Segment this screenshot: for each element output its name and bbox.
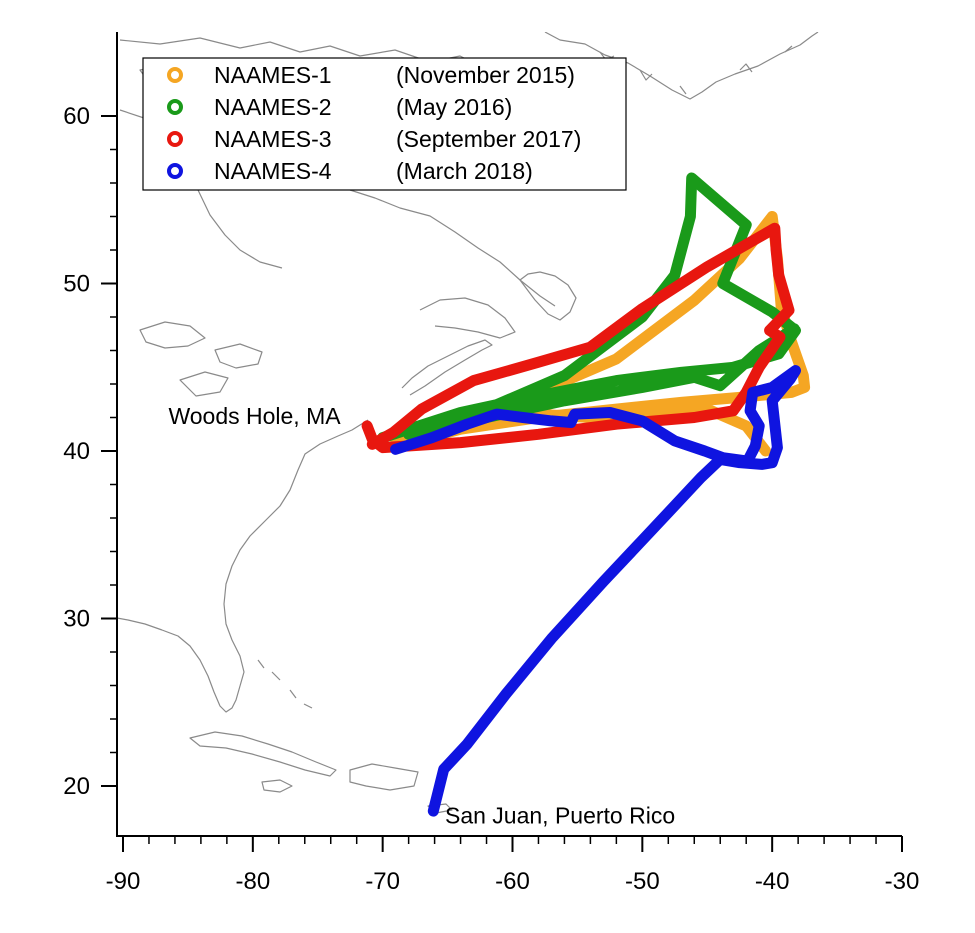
legend: NAAMES-1 (November 2015) NAAMES-2 (May 2016… [142, 57, 627, 191]
annotations: Woods Hole, MA San Juan, Puerto Rico [168, 403, 675, 828]
track-naames-3 [361, 222, 795, 454]
y-ticks: 20 30 40 50 60 [63, 103, 117, 800]
legend-series-period: (March 2018) [396, 158, 533, 184]
jamaica-coast [261, 779, 293, 793]
legend-marker [167, 67, 183, 83]
legend-series-name: NAAMES-4 [214, 158, 332, 184]
ship-tracks [361, 172, 811, 817]
x-tick-label: -50 [625, 868, 660, 895]
legend-series-name: NAAMES-2 [214, 94, 332, 120]
great-lakes [139, 321, 263, 397]
y-tick-label: 50 [63, 271, 90, 298]
nova-scotia-coast [401, 339, 493, 396]
legend-series-period: (November 2015) [396, 62, 575, 88]
track-naames-2 [377, 172, 801, 444]
x-ticks: -90 -80 -70 -60 -50 -40 -30 [106, 836, 920, 895]
florida-coast [161, 629, 241, 713]
gulf-st-lawrence [419, 297, 516, 339]
x-tick-label: -80 [235, 868, 270, 895]
y-tick-label: 20 [63, 773, 90, 800]
gulf-coast [117, 617, 163, 631]
annotation-label: Woods Hole, MA [168, 403, 341, 429]
cuba-coast [189, 731, 337, 777]
x-tick-label: -70 [365, 868, 400, 895]
east-us-coast [223, 419, 369, 687]
labrador-coast [349, 189, 556, 307]
newfoundland-coast [519, 271, 577, 321]
x-tick-label: -90 [106, 868, 141, 895]
annotation-label: San Juan, Puerto Rico [445, 802, 675, 828]
legend-entries: NAAMES-1 (November 2015) NAAMES-2 (May 2016… [167, 62, 581, 184]
hispaniola-coast [349, 763, 419, 791]
y-tick-label: 30 [63, 606, 90, 633]
x-tick-label: -40 [755, 868, 790, 895]
legend-series-name: NAAMES-1 [214, 62, 332, 88]
y-tick-label: 40 [63, 438, 90, 465]
legend-series-period: (September 2017) [396, 126, 581, 152]
x-tick-label: -60 [495, 868, 530, 895]
greenland-coast [544, 32, 819, 100]
legend-box [142, 57, 627, 191]
y-tick-label: 60 [63, 103, 90, 130]
bahamas [257, 659, 313, 709]
legend-marker [167, 99, 183, 115]
legend-series-period: (May 2016) [396, 94, 512, 120]
legend-marker [167, 131, 183, 147]
x-tick-label: -30 [885, 868, 920, 895]
legend-series-name: NAAMES-3 [214, 126, 332, 152]
legend-marker [167, 163, 183, 179]
track-naames-4 [390, 365, 801, 817]
